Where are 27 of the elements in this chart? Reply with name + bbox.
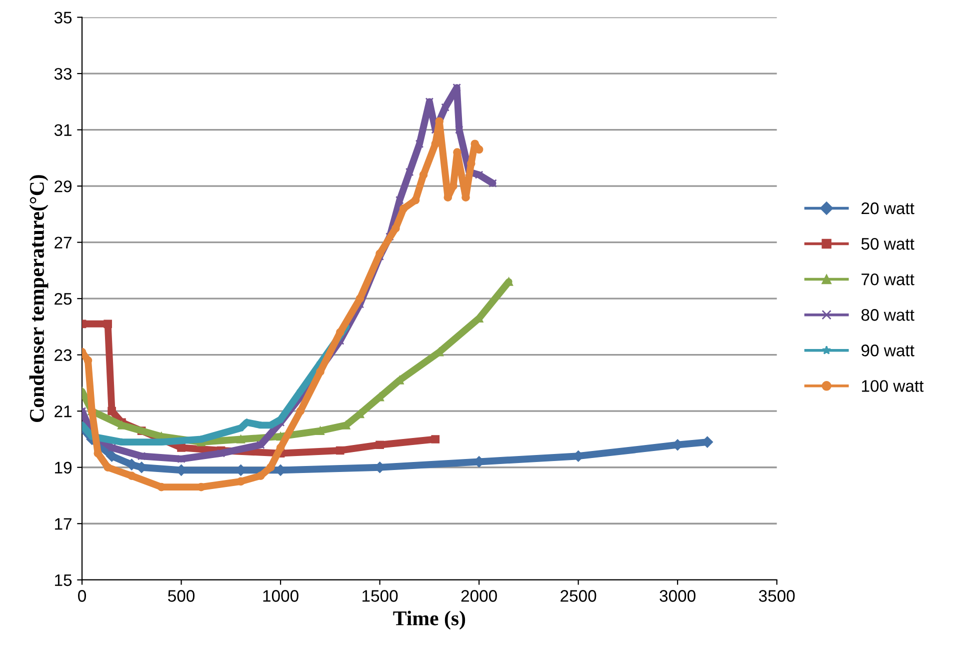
y-tick-label: 33 [54, 68, 72, 80]
y-tick-label: 31 [54, 124, 72, 136]
x-tick-label: 3000 [660, 590, 696, 602]
y-tick-label: 23 [54, 349, 72, 362]
x-tick-label: 500 [168, 590, 195, 602]
legend-label: 70 watt [862, 273, 914, 286]
y-tick-label: 15 [55, 574, 72, 586]
x-tick-label: 0 [78, 590, 86, 602]
y-axis-title: Condenser temperature(°C) [29, 175, 48, 422]
y-tick-label: 35 [54, 12, 72, 24]
y-tick-label: 25 [54, 292, 72, 305]
legend-label: 50 watt [861, 238, 914, 250]
legend-label: 90 watt [862, 344, 914, 356]
x-tick-label: 1500 [362, 590, 398, 602]
legend-label: 20 watt [862, 202, 914, 214]
x-tick-label: 2000 [461, 590, 497, 602]
y-tick-label: 19 [55, 462, 72, 474]
y-tick-label: 29 [54, 180, 72, 192]
x-axis-title: Time (s) [393, 610, 466, 630]
y-tick-label: 17 [55, 518, 72, 530]
x-tick-label: 1000 [263, 590, 298, 602]
x-tick-label: 2500 [560, 590, 596, 602]
legend-label: 100 watt [862, 380, 924, 392]
legend-label: 80 watt [861, 309, 914, 321]
y-tick-label: 27 [54, 236, 72, 248]
x-tick-label: 3500 [758, 590, 795, 602]
y-tick-label: 21 [54, 406, 72, 418]
